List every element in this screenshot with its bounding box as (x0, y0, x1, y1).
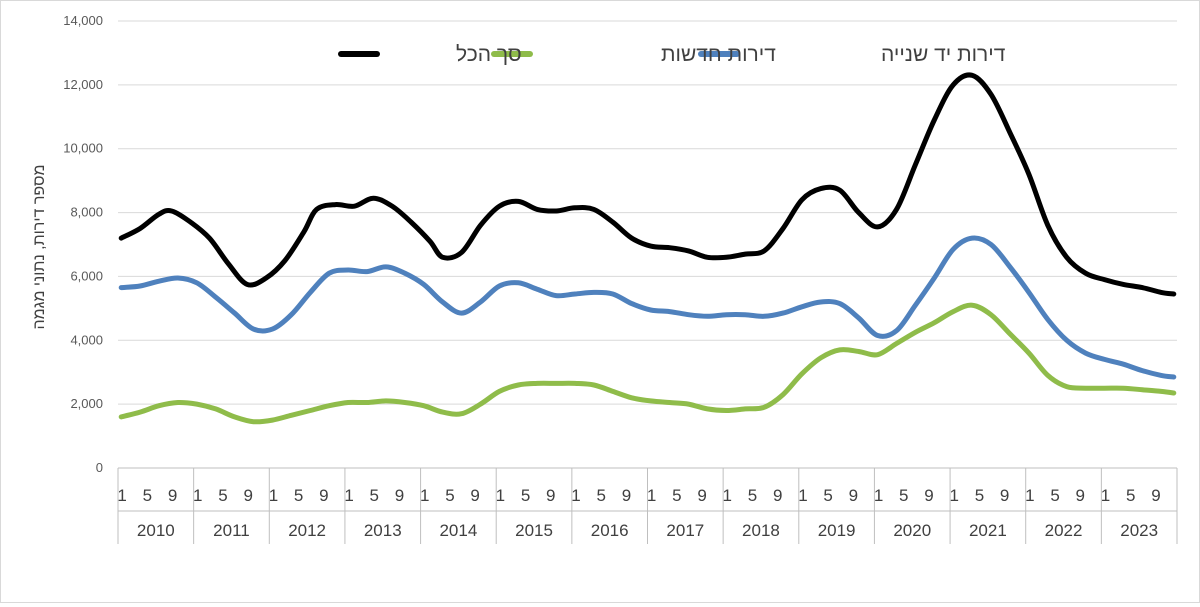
x-tick-label: 1 (723, 486, 732, 505)
x-tick-label: 9 (924, 486, 933, 505)
x-tick-label: 1 (344, 486, 353, 505)
x-tick-label: 9 (697, 486, 706, 505)
x-tick-label: 9 (773, 486, 782, 505)
x-year-label: 2022 (1045, 521, 1083, 540)
x-year-label: 2023 (1120, 521, 1158, 540)
x-tick-label: 9 (1000, 486, 1009, 505)
x-tick-label: 5 (1050, 486, 1059, 505)
y-tick-label: 10,000 (63, 141, 103, 156)
y-axis-ticks: 0 2,000 4,000 6,000 8,000 10,000 12,000 14,000 (63, 13, 103, 475)
x-tick-label: 1 (496, 486, 505, 505)
x-year-label: 2020 (893, 521, 931, 540)
x-tick-label: 9 (622, 486, 631, 505)
x-year-label: 2013 (364, 521, 402, 540)
x-tick-label: 5 (748, 486, 757, 505)
y-tick-label: 4,000 (70, 332, 103, 347)
legend: דירות יד שנייה דירות חדשות סך הכל (338, 43, 1006, 66)
x-year-label: 2017 (666, 521, 704, 540)
x-tick-label: 1 (420, 486, 429, 505)
x-tick-label: 9 (168, 486, 177, 505)
x-year-label: 2018 (742, 521, 780, 540)
series-second-hand-line (118, 235, 1177, 380)
series-lines (118, 72, 1177, 425)
x-tick-label: 9 (243, 486, 252, 505)
x-tick-label: 1 (269, 486, 278, 505)
x-tick-label: 5 (1126, 486, 1135, 505)
x-tick-label: 9 (319, 486, 328, 505)
legend-new-label: דירות חדשות (661, 43, 776, 66)
x-year-label: 2021 (969, 521, 1007, 540)
x-year-label: 2019 (818, 521, 856, 540)
y-tick-label: 8,000 (70, 205, 103, 220)
x-tick-label: 1 (193, 486, 202, 505)
x-tick-label: 9 (470, 486, 479, 505)
x-tick-label: 9 (1076, 486, 1085, 505)
y-axis-label: מספר דירות, נתוני מגמה (31, 165, 48, 330)
x-tick-label: 5 (823, 486, 832, 505)
x-tick-label: 1 (647, 486, 656, 505)
series-total-line (118, 72, 1177, 297)
legend-second-hand-label: דירות יד שנייה (881, 43, 1006, 66)
x-tick-label: 5 (596, 486, 605, 505)
y-tick-label: 12,000 (63, 77, 103, 92)
x-year-label: 2014 (439, 521, 477, 540)
x-tick-label: 9 (395, 486, 404, 505)
series-new-line (118, 302, 1177, 425)
y-tick-label: 2,000 (70, 396, 103, 411)
x-tick-label: 5 (143, 486, 152, 505)
gridlines (118, 20, 1177, 469)
legend-total-label: סך הכל (456, 43, 522, 66)
x-year-label: 2012 (288, 521, 326, 540)
y-tick-label: 0 (96, 460, 103, 475)
x-tick-label: 1 (1101, 486, 1110, 505)
x-tick-label: 9 (546, 486, 555, 505)
x-tick-label: 1 (571, 486, 580, 505)
x-tick-label: 5 (445, 486, 454, 505)
x-tick-label: 1 (1025, 486, 1034, 505)
x-year-label: 2015 (515, 521, 553, 540)
y-tick-label: 14,000 (63, 13, 103, 28)
x-tick-label: 5 (521, 486, 530, 505)
x-tick-label: 5 (294, 486, 303, 505)
y-tick-label: 6,000 (70, 268, 103, 283)
x-tick-label: 5 (218, 486, 227, 505)
x-year-label: 2016 (591, 521, 629, 540)
x-tick-label: 1 (798, 486, 807, 505)
x-tick-label: 1 (874, 486, 883, 505)
x-year-label: 2010 (137, 521, 175, 540)
x-tick-label: 5 (672, 486, 681, 505)
x-year-label: 2011 (213, 521, 250, 540)
x-tick-label: 5 (975, 486, 984, 505)
x-tick-label: 9 (1151, 486, 1160, 505)
x-tick-label: 9 (849, 486, 858, 505)
x-tick-label: 1 (949, 486, 958, 505)
x-tick-label: 1 (117, 486, 126, 505)
x-tick-label: 5 (370, 486, 379, 505)
x-tick-label: 5 (899, 486, 908, 505)
